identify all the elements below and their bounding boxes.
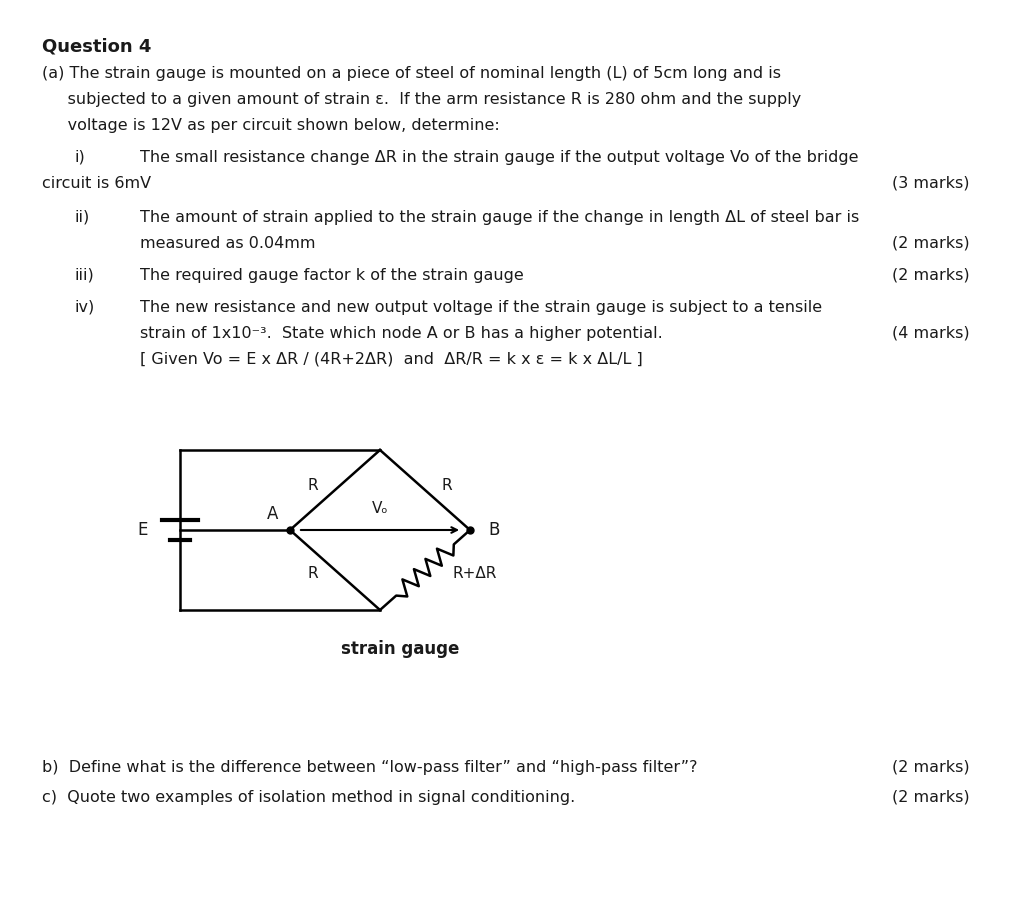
Text: (4 marks): (4 marks) — [892, 326, 970, 341]
Text: R: R — [307, 478, 318, 492]
Text: c)  Quote two examples of isolation method in signal conditioning.: c) Quote two examples of isolation metho… — [42, 790, 575, 805]
Text: The required gauge factor k of the strain gauge: The required gauge factor k of the strai… — [140, 268, 523, 283]
Text: The new resistance and new output voltage if the strain gauge is subject to a te: The new resistance and new output voltag… — [140, 300, 822, 315]
Text: R: R — [307, 565, 318, 581]
Text: (2 marks): (2 marks) — [892, 790, 970, 805]
Text: R: R — [441, 478, 453, 492]
Text: ii): ii) — [75, 210, 90, 225]
Text: The small resistance change ΔR in the strain gauge if the output voltage Vo of t: The small resistance change ΔR in the st… — [140, 150, 858, 165]
Text: b)  Define what is the difference between “low-pass filter” and “high-pass filte: b) Define what is the difference between… — [42, 760, 697, 775]
Text: strain of 1x10⁻³.  State which node A or B has a higher potential.: strain of 1x10⁻³. State which node A or … — [140, 326, 663, 341]
Text: (2 marks): (2 marks) — [892, 236, 970, 251]
Text: (a) The strain gauge is mounted on a piece of steel of nominal length (L) of 5cm: (a) The strain gauge is mounted on a pie… — [42, 66, 781, 81]
Text: R+ΔR: R+ΔR — [453, 565, 498, 581]
Text: i): i) — [75, 150, 86, 165]
Text: (2 marks): (2 marks) — [892, 760, 970, 775]
Text: Vₒ: Vₒ — [372, 501, 388, 516]
Text: The amount of strain applied to the strain gauge if the change in length ΔL of s: The amount of strain applied to the stra… — [140, 210, 859, 225]
Text: Question 4: Question 4 — [42, 38, 152, 56]
Text: (2 marks): (2 marks) — [892, 268, 970, 283]
Text: subjected to a given amount of strain ε.  If the arm resistance R is 280 ohm and: subjected to a given amount of strain ε.… — [42, 92, 801, 107]
Text: A: A — [266, 505, 278, 523]
Text: strain gauge: strain gauge — [341, 640, 459, 658]
Text: iv): iv) — [75, 300, 95, 315]
Text: E: E — [137, 521, 148, 539]
Text: iii): iii) — [75, 268, 95, 283]
Text: circuit is 6mV: circuit is 6mV — [42, 176, 152, 191]
Text: voltage is 12V as per circuit shown below, determine:: voltage is 12V as per circuit shown belo… — [42, 118, 500, 133]
Text: [ Given Vo = E x ΔR / (4R+2ΔR)  and  ΔR/R = k x ε = k x ΔL/L ]: [ Given Vo = E x ΔR / (4R+2ΔR) and ΔR/R … — [140, 352, 643, 367]
Text: measured as 0.04mm: measured as 0.04mm — [140, 236, 315, 251]
Text: (3 marks): (3 marks) — [893, 176, 970, 191]
Text: B: B — [488, 521, 500, 539]
